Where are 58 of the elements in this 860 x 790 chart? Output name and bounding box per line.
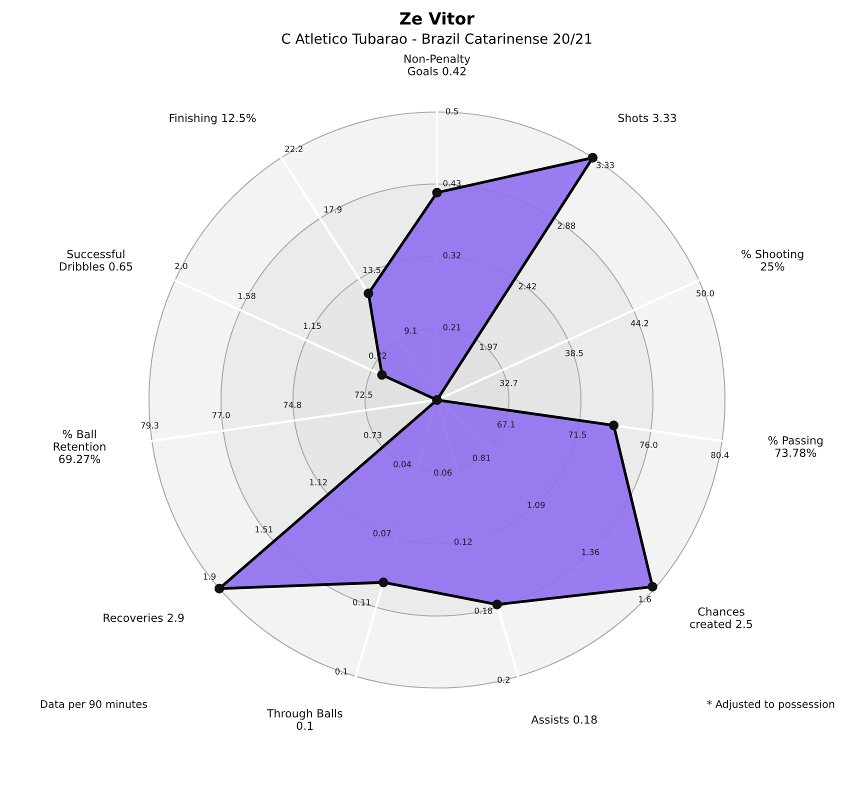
text: 0.18: [474, 608, 492, 614]
text: 0.32: [443, 252, 460, 258]
chart-title: Ze Vitor: [400, 12, 474, 25]
text: 0.81: [472, 454, 490, 461]
spoke-label: Recoveries 2.9: [104, 613, 184, 622]
spoke-label: % Passing 73.78%: [768, 436, 823, 457]
text: 71.5: [568, 432, 586, 438]
spoke-label: Finishing 12.5%: [170, 114, 256, 124]
text: 2.42: [518, 283, 536, 290]
text: 1.36: [582, 548, 600, 556]
text: 0.06: [434, 469, 452, 476]
spoke-label: Assists 0.18: [531, 715, 597, 724]
spoke-label: % Shooting 25%: [742, 250, 804, 271]
text: 1.97: [480, 344, 498, 350]
text: 1.15: [304, 322, 321, 329]
spoke-label: Non-Penalty Goals 0.42: [404, 54, 470, 76]
text: Data per 90 minutes: [41, 700, 148, 710]
text: 77.0: [212, 412, 230, 418]
text: 0.21: [443, 324, 461, 330]
spoke-label: % Ball Retention 69.27%: [54, 430, 106, 464]
text: 1.12: [310, 479, 327, 486]
text: 1.51: [256, 526, 272, 533]
text: 1.6: [639, 596, 651, 602]
text: 0.5: [446, 108, 458, 114]
text: 0.07: [373, 530, 391, 536]
text: 1.09: [528, 502, 545, 508]
text: 79.3: [141, 422, 158, 429]
spoke-label: Chances created 2.5: [690, 607, 752, 628]
text: * Adjusted to possession: [707, 700, 834, 710]
text: 80.4: [711, 452, 729, 458]
text: 44.2: [630, 320, 648, 326]
text: 9.1: [404, 327, 417, 334]
spoke-label: Through Balls 0.1: [266, 708, 342, 730]
text: 2.88: [558, 222, 576, 229]
spoke-label: Successful Dribbles 0.65: [60, 250, 132, 271]
text: 22.2: [285, 146, 302, 152]
text: 74.8: [284, 402, 302, 408]
text: 38.5: [566, 350, 583, 356]
text: 13.5: [363, 266, 380, 274]
text: 50.0: [696, 290, 714, 296]
text: 0.2: [498, 676, 510, 683]
text: 1.9: [204, 573, 216, 580]
text: 0.43: [443, 180, 461, 186]
text: 0.1: [335, 668, 348, 675]
text: 1.58: [238, 292, 256, 300]
text: 0.73: [364, 432, 382, 438]
text: 17.9: [324, 206, 342, 213]
text: 3.33: [596, 162, 614, 168]
chart-subtitle: C Atletico Tubarao - Brazil Catarinense 20/21: [282, 33, 592, 46]
text: 2.0: [175, 262, 188, 270]
text: 67.1: [497, 421, 515, 428]
spoke-label: Shots 3.33: [618, 114, 676, 122]
text: 0.12: [454, 538, 472, 545]
text: 0.11: [353, 599, 370, 606]
text: 76.0: [640, 442, 658, 448]
text: 0.04: [394, 460, 412, 468]
text: 72.5: [355, 392, 372, 398]
text: 32.7: [500, 380, 518, 386]
